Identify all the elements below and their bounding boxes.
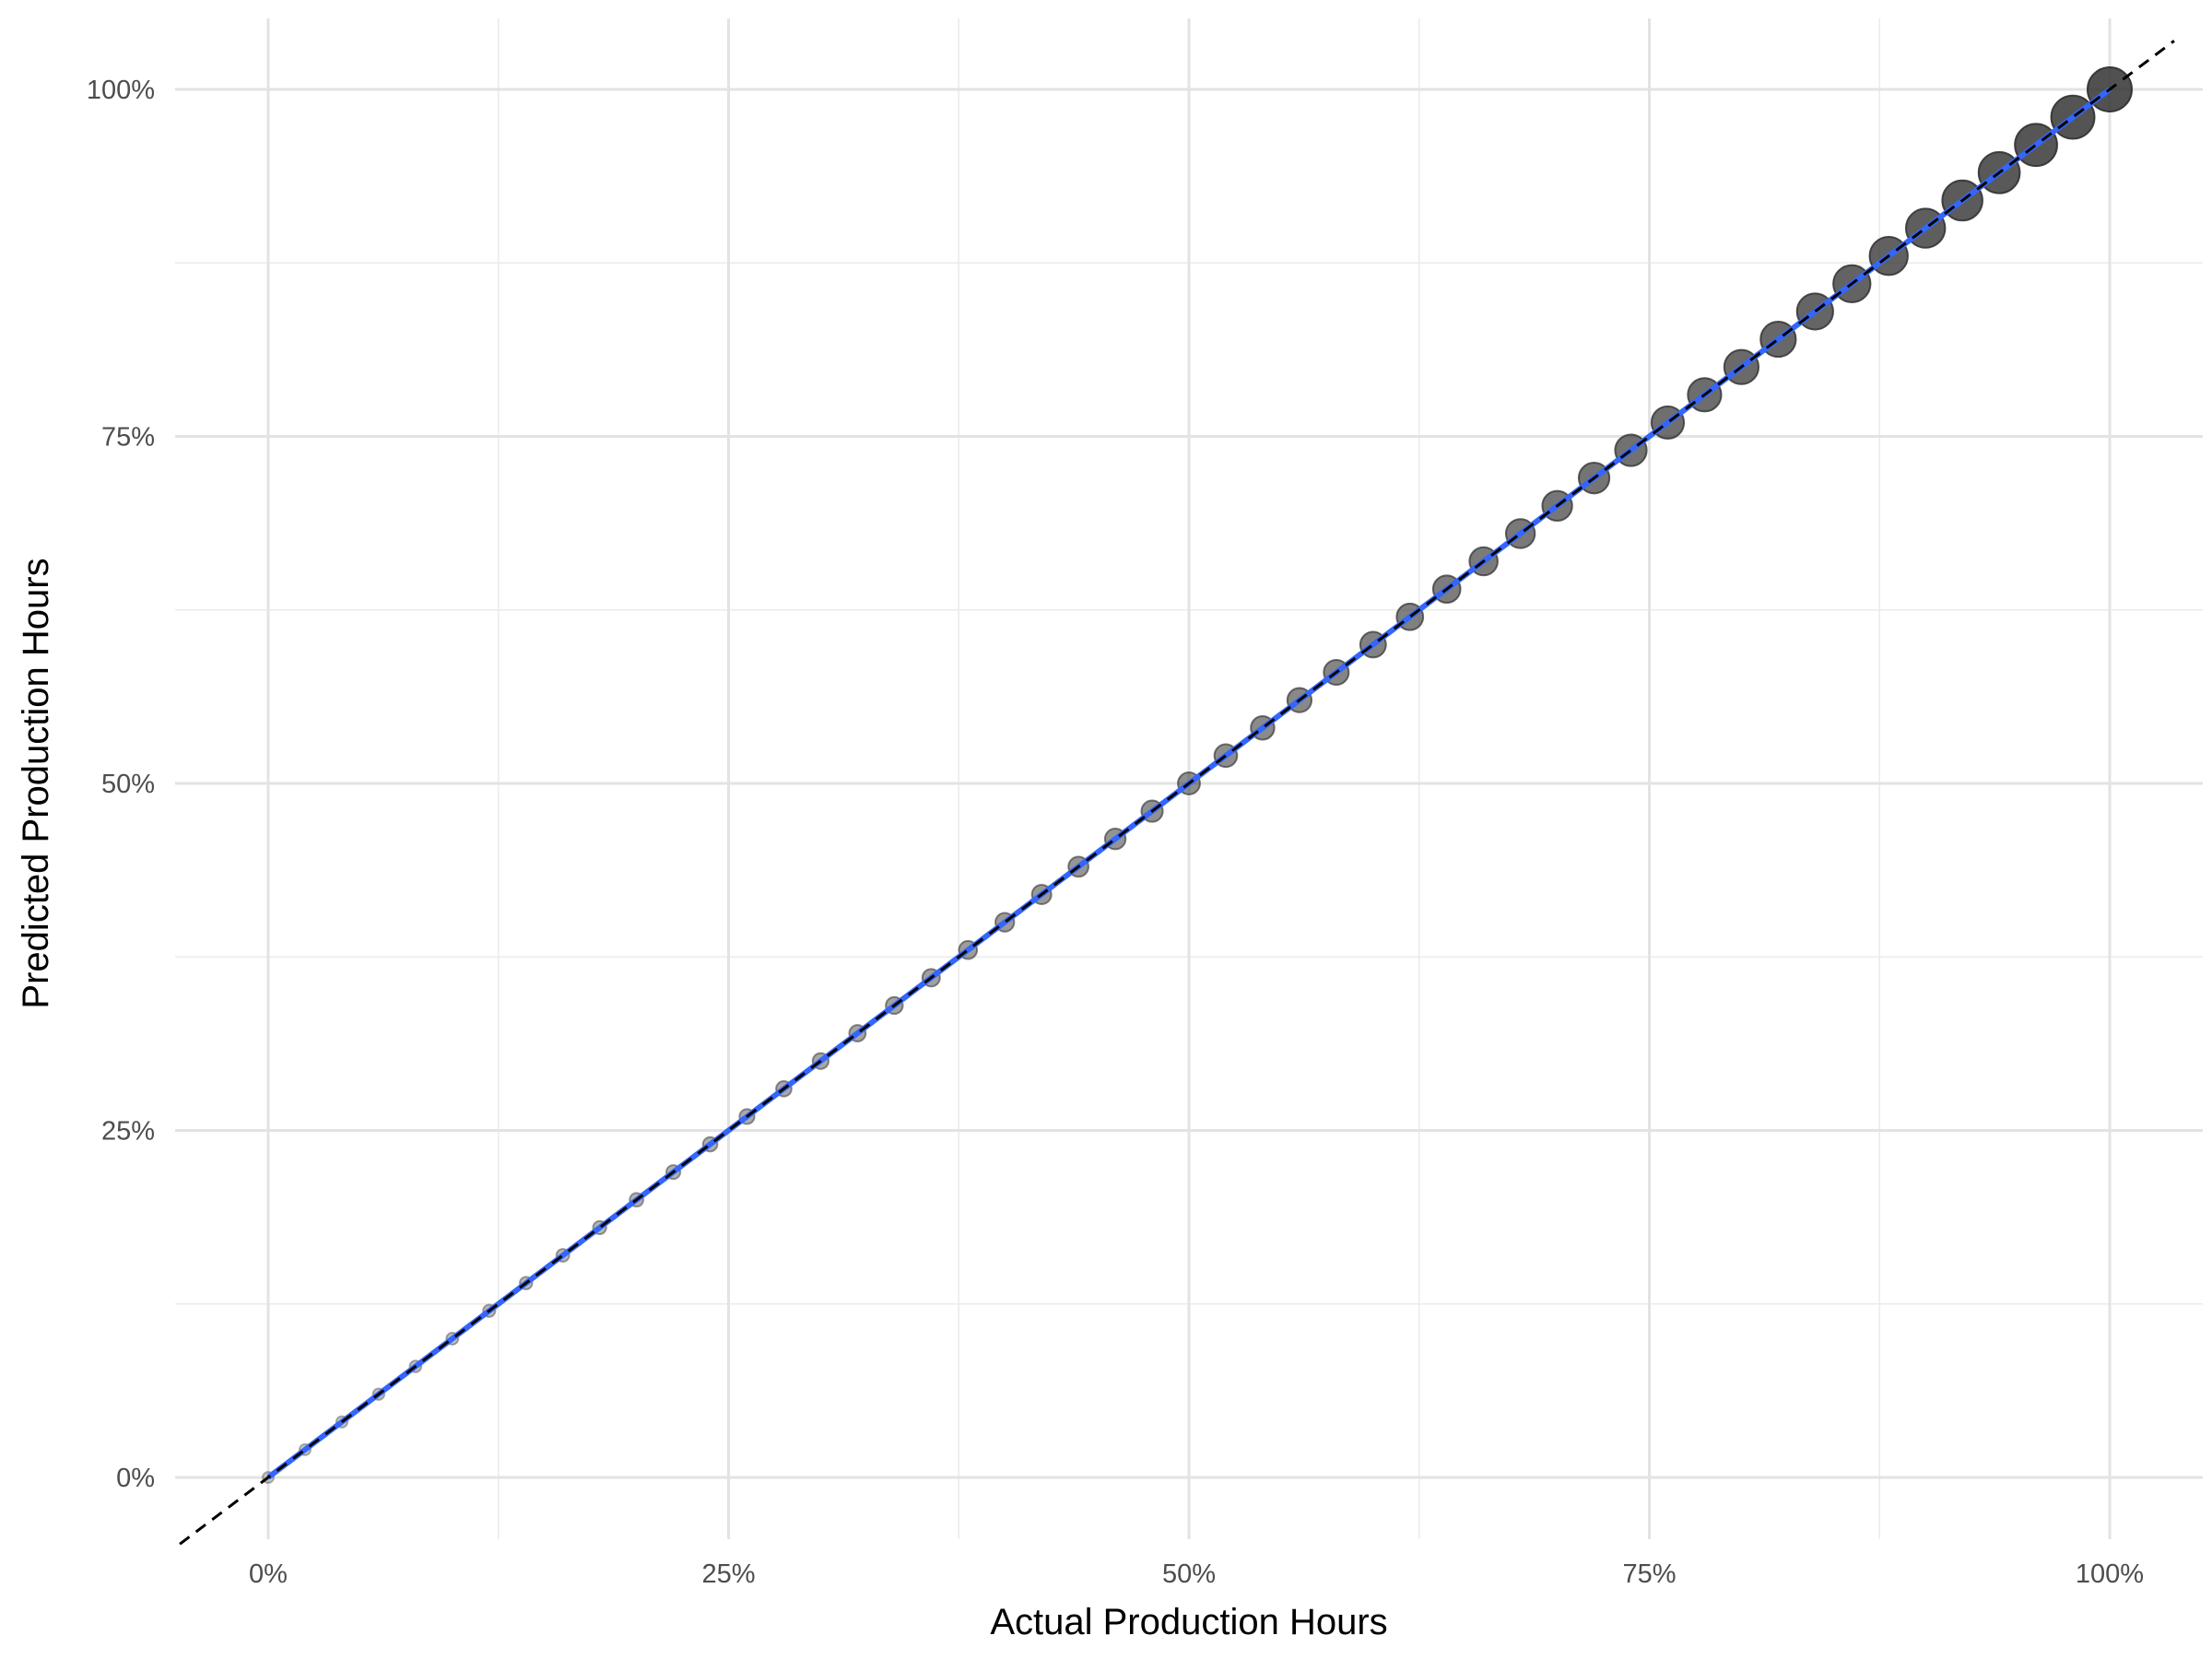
x-tick-label: 100% (2076, 1559, 2144, 1589)
x-tick-label: 0% (249, 1559, 288, 1589)
y-axis-tick-labels: 0% 25% 50% 75% 100% (87, 76, 155, 1493)
x-tick-label: 25% (701, 1559, 755, 1589)
y-tick-label: 100% (87, 76, 155, 105)
y-axis-title: Predicted Production Hours (16, 558, 56, 1008)
x-axis-tick-labels: 0% 25% 50% 75% 100% (249, 1559, 2144, 1589)
y-tick-label: 0% (116, 1464, 155, 1493)
y-tick-label: 25% (101, 1117, 155, 1147)
fit-and-reference-lines (179, 40, 2175, 1546)
y-tick-label: 50% (101, 770, 155, 799)
x-tick-label: 50% (1162, 1559, 1216, 1589)
reference-line-y-equals-x (179, 40, 2175, 1546)
x-axis-title: Actual Production Hours (990, 1602, 1387, 1642)
x-tick-label: 75% (1622, 1559, 1676, 1589)
y-tick-label: 75% (101, 423, 155, 453)
